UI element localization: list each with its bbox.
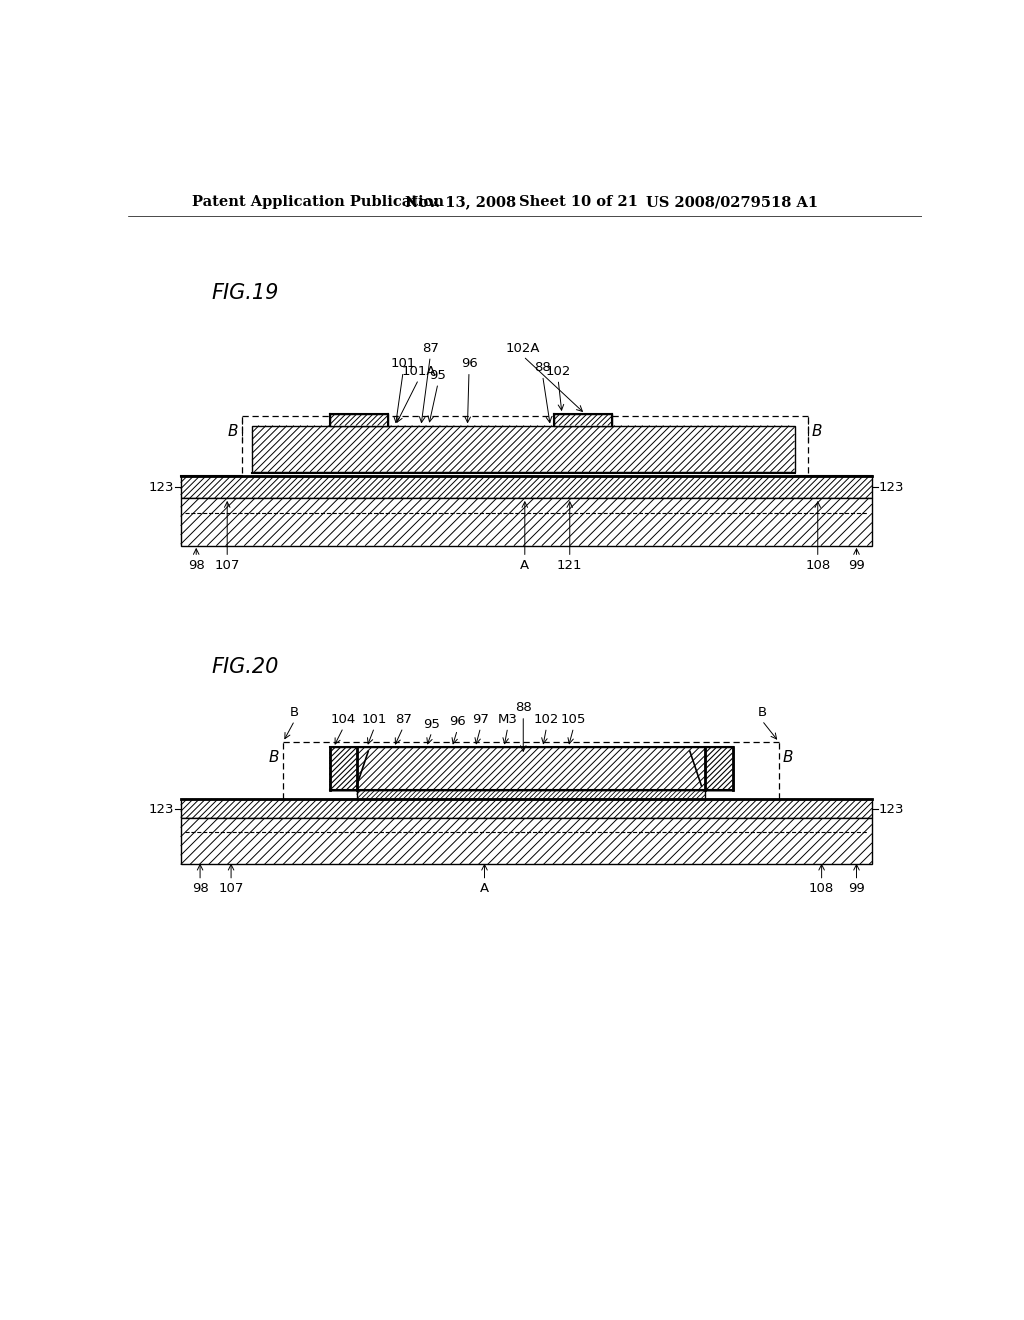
Text: B: B bbox=[758, 706, 767, 719]
Bar bbox=[554, 414, 612, 425]
Text: 121: 121 bbox=[557, 558, 583, 572]
Text: 98: 98 bbox=[187, 558, 205, 572]
Text: 123: 123 bbox=[150, 480, 174, 494]
Text: 123: 123 bbox=[879, 803, 904, 816]
Bar bbox=[252, 425, 795, 471]
Bar bbox=[330, 747, 732, 789]
Bar bbox=[180, 477, 872, 498]
Text: 87: 87 bbox=[394, 713, 412, 726]
Text: 88: 88 bbox=[535, 360, 551, 374]
Bar bbox=[706, 747, 732, 789]
Text: A: A bbox=[520, 558, 529, 572]
Text: 88: 88 bbox=[515, 701, 531, 714]
Text: 108: 108 bbox=[805, 558, 830, 572]
Text: 123: 123 bbox=[879, 480, 904, 494]
Text: 102A: 102A bbox=[506, 342, 541, 355]
Text: 99: 99 bbox=[848, 882, 865, 895]
Text: Sheet 10 of 21: Sheet 10 of 21 bbox=[519, 195, 638, 210]
Text: FIG.20: FIG.20 bbox=[212, 656, 280, 677]
Bar bbox=[180, 799, 872, 818]
Text: 96: 96 bbox=[449, 715, 466, 729]
Text: 102: 102 bbox=[534, 713, 559, 726]
Text: FIG.19: FIG.19 bbox=[212, 284, 280, 304]
Text: 99: 99 bbox=[848, 558, 865, 572]
Bar bbox=[180, 498, 872, 545]
Text: B: B bbox=[812, 424, 822, 440]
Text: 97: 97 bbox=[472, 713, 489, 726]
Text: 107: 107 bbox=[214, 558, 240, 572]
Text: 96: 96 bbox=[461, 358, 477, 370]
Bar bbox=[330, 414, 388, 425]
Text: 101: 101 bbox=[390, 358, 416, 370]
Text: 102: 102 bbox=[546, 364, 570, 378]
Text: B: B bbox=[290, 706, 299, 719]
Text: B: B bbox=[783, 750, 794, 766]
Text: US 2008/0279518 A1: US 2008/0279518 A1 bbox=[646, 195, 818, 210]
Text: 108: 108 bbox=[809, 882, 835, 895]
Text: 98: 98 bbox=[191, 882, 209, 895]
Text: 101A: 101A bbox=[401, 364, 436, 378]
Text: 87: 87 bbox=[422, 342, 438, 355]
Text: B: B bbox=[227, 424, 238, 440]
Text: 95: 95 bbox=[429, 368, 446, 381]
Text: 95: 95 bbox=[423, 718, 440, 730]
Text: 101: 101 bbox=[361, 713, 387, 726]
Text: Patent Application Publication: Patent Application Publication bbox=[191, 195, 443, 210]
Text: 123: 123 bbox=[150, 803, 174, 816]
Text: 107: 107 bbox=[218, 882, 244, 895]
Text: Nov. 13, 2008: Nov. 13, 2008 bbox=[406, 195, 516, 210]
Text: A: A bbox=[480, 882, 489, 895]
Text: 105: 105 bbox=[561, 713, 587, 726]
Bar bbox=[180, 818, 872, 865]
Text: 104: 104 bbox=[331, 713, 356, 726]
Bar bbox=[356, 789, 706, 799]
Text: M3: M3 bbox=[498, 713, 518, 726]
Text: B: B bbox=[268, 750, 279, 766]
Bar bbox=[330, 747, 356, 789]
